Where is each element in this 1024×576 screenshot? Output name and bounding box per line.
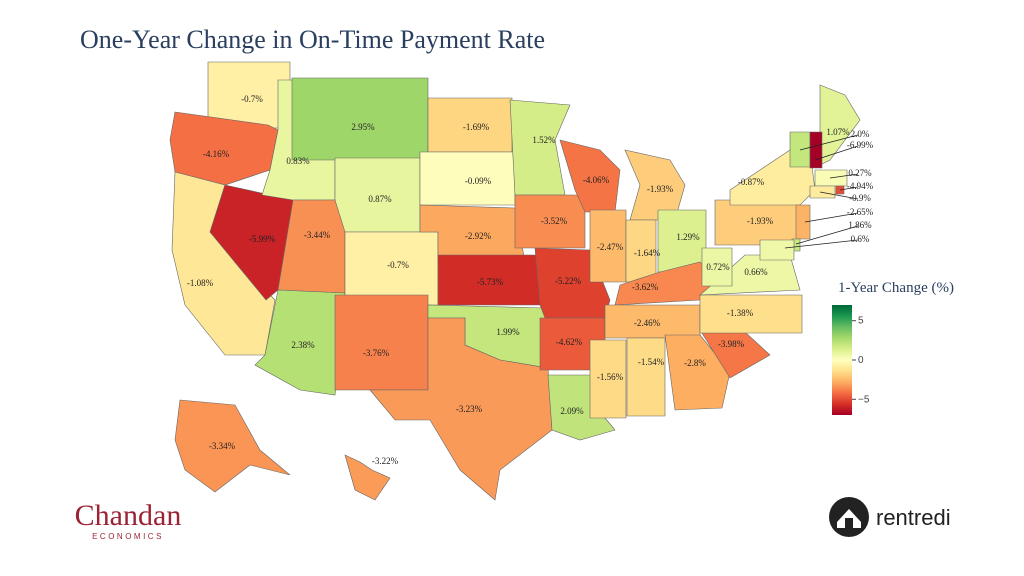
value-label: 2.95% [351, 122, 375, 132]
value-label: 0.66% [744, 267, 768, 277]
state [514, 194, 586, 249]
colorbar [832, 305, 852, 415]
state [369, 317, 553, 501]
leader-line [795, 225, 859, 245]
value-label: -3.23% [456, 404, 483, 414]
value-label: -0.87% [738, 177, 765, 187]
state [254, 289, 346, 396]
value-label: 1.07% [826, 127, 850, 137]
leader-line [804, 212, 859, 223]
value-label: -0.7% [241, 94, 263, 104]
value-label: -3.44% [304, 230, 331, 240]
colorbar-ticks: 5 0 −5 [852, 316, 870, 405]
state [174, 399, 291, 493]
value-label: -3.22% [372, 456, 399, 466]
value-label: 1.86% [848, 220, 872, 230]
value-label: -2.8% [684, 358, 706, 368]
value-label: 1.29% [676, 232, 700, 242]
value-label: -1.08% [187, 278, 214, 288]
value-label: -5.99% [249, 234, 276, 244]
value-label: 0.83% [286, 156, 310, 166]
logo-left: Chandan [75, 499, 182, 532]
state [509, 99, 571, 196]
state [334, 294, 429, 391]
value-label: -1.69% [463, 122, 490, 132]
leader-line [839, 186, 859, 191]
state [819, 84, 861, 166]
value-label: -3.98% [718, 339, 745, 349]
state [344, 454, 391, 501]
state [169, 111, 279, 186]
value-label: -2.47% [597, 242, 624, 252]
value-label: -1.38% [727, 308, 754, 318]
state [759, 239, 795, 261]
value-label: 0.6% [851, 234, 870, 244]
value-label: -3.62% [632, 282, 659, 292]
colorbar-tick-label: −5 [858, 394, 870, 405]
value-label: -3.76% [363, 348, 390, 358]
value-label: 2.09% [560, 406, 584, 416]
value-label: -1.54% [638, 357, 665, 367]
value-label: -3.52% [541, 216, 568, 226]
value-label: -4.62% [556, 337, 583, 347]
state [789, 131, 811, 168]
state [809, 131, 823, 169]
leader-line [799, 134, 859, 151]
us-map: -0.7% -4.16% -1.08% -5.99% 0.83% 2.95% 0.87% -3… [169, 61, 874, 501]
value-label: 0.72% [706, 262, 730, 272]
value-label: -1.93% [647, 184, 674, 194]
value-label: -2.46% [634, 318, 661, 328]
leader-line [819, 191, 859, 200]
value-label: -4.06% [583, 175, 610, 185]
leader-line [784, 239, 859, 249]
state [809, 185, 836, 199]
colorbar-tick-label: 5 [858, 316, 864, 327]
value-label: -1.93% [747, 216, 774, 226]
value-label: 2.0% [851, 129, 870, 139]
value-label: -0.9% [849, 193, 871, 203]
state [626, 337, 666, 417]
value-label: 1.52% [532, 135, 556, 145]
value-label: 0.87% [368, 194, 392, 204]
value-label: 2.38% [291, 340, 315, 350]
colorbar-title: 1-Year Change (%) [838, 280, 954, 296]
value-label: -4.16% [203, 149, 230, 159]
value-label: -1.56% [597, 372, 624, 382]
value-label: -2.65% [847, 207, 874, 217]
value-label: -0.09% [465, 176, 492, 186]
state [701, 247, 733, 287]
value-label: -6.99% [847, 140, 874, 150]
value-label: 1.99% [496, 327, 520, 337]
state [795, 204, 811, 240]
logo-right: rentredi [876, 505, 951, 530]
leader-line [829, 173, 859, 179]
colorbar-tick-label: 0 [858, 355, 864, 366]
value-label: -2.92% [465, 231, 492, 241]
logo-left-sub: ECONOMICS [92, 532, 164, 541]
value-label: -4.94% [847, 181, 874, 191]
state [291, 77, 429, 161]
value-label: -5.22% [555, 276, 582, 286]
value-label: 0.27% [848, 168, 872, 178]
value-label: -3.34% [209, 441, 236, 451]
leader-line [814, 145, 859, 161]
logo-icon [829, 497, 869, 537]
value-label: -1.64% [634, 248, 661, 258]
value-label: -5.73% [477, 277, 504, 287]
state [699, 294, 803, 334]
value-label: -0.7% [387, 260, 409, 270]
state [664, 334, 731, 411]
title: One-Year Change in On-Time Payment Rate [80, 25, 545, 54]
state [589, 339, 627, 419]
